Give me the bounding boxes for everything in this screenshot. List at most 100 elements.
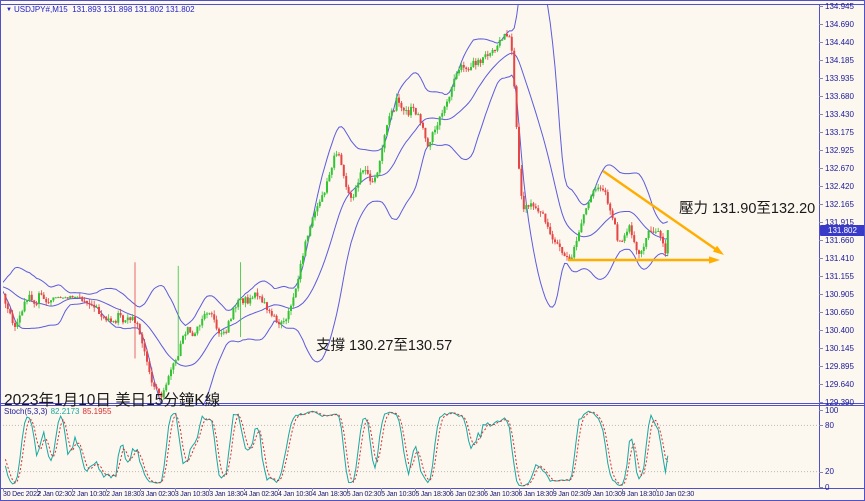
price-axis-label: 134.945 (825, 1, 854, 11)
stochastic-k-value: 82.2173 (50, 407, 80, 416)
time-axis-tick (174, 488, 176, 491)
price-axis-tick (819, 96, 823, 98)
price-axis-label: 132.165 (825, 199, 854, 209)
stochastic-name: Stoch(5,3,3) (4, 407, 48, 416)
time-axis-label: 10 Jan 02:30 (656, 491, 695, 498)
price-axis-label: 134.690 (825, 19, 854, 29)
stoch-axis-tick (819, 487, 823, 488)
price-axis-label: 131.410 (825, 253, 854, 263)
price-axis-label: 132.925 (825, 145, 854, 155)
price-axis-label: 130.145 (825, 343, 854, 353)
stoch-axis-label: 0 (825, 482, 830, 492)
price-axis-label: 133.430 (825, 109, 854, 119)
time-axis-tick (277, 488, 279, 491)
stoch-axis-label: 20 (825, 467, 834, 477)
time-axis-label: 4 Jan 18:30 (312, 491, 347, 498)
price-axis-tick (819, 186, 823, 187)
stoch-axis-tick (819, 425, 823, 427)
price-axis-tick (819, 330, 823, 331)
stoch-bottom-border (1, 488, 864, 489)
stochastic-canvas[interactable] (3, 406, 819, 488)
panel-separator-bottom (1, 405, 864, 406)
time-axis-label: 4 Jan 02:30 (243, 491, 279, 498)
price-axis-label: 130.400 (825, 325, 854, 335)
stoch-axis-label: 80 (825, 420, 834, 430)
price-axis-label: 134.440 (825, 37, 854, 47)
price-axis-label: 132.670 (825, 163, 854, 173)
time-axis-tick (3, 488, 4, 491)
time-axis-label: 4 Jan 10:30 (277, 491, 313, 498)
time-axis-label: 9 Jan 02:30 (552, 491, 588, 498)
time-axis-tick (415, 488, 417, 491)
time-axis-label: 3 Jan 10:30 (174, 491, 210, 498)
time-axis-label: 6 Jan 10:30 (484, 491, 519, 498)
panel-separator-top (1, 403, 864, 404)
price-axis-label: 131.155 (825, 271, 854, 281)
price-axis-label: 131.660 (825, 235, 854, 245)
price-axis-tick (819, 366, 823, 367)
date-caption: 2023年1月10日 美日15分鐘K線 (4, 392, 221, 409)
symbol-period-label: USDJPY#,M15 (13, 5, 68, 14)
time-axis-tick (656, 488, 658, 491)
time-axis-tick (518, 488, 520, 491)
price-axis-label: 129.895 (825, 361, 854, 371)
stoch-axis-tick (819, 410, 823, 411)
price-axis-tick (819, 348, 823, 350)
price-axis-label: 132.420 (825, 181, 854, 191)
price-axis-label: 133.175 (825, 127, 854, 137)
price-axis-tick (819, 276, 823, 278)
time-axis-tick (381, 488, 383, 491)
current-price-tag: 131.802 (820, 225, 864, 236)
time-axis-tick (106, 488, 108, 491)
price-axis-label: 129.640 (825, 379, 854, 389)
time-axis-label: 9 Jan 18:30 (621, 491, 657, 498)
price-axis-label: 134.185 (825, 55, 854, 65)
candlestick-canvas[interactable] (3, 5, 819, 403)
time-axis-label: 9 Jan 10:30 (587, 491, 622, 498)
time-axis-tick (243, 488, 245, 491)
price-axis-tick (819, 150, 823, 151)
time-axis-tick (71, 488, 73, 491)
price-axis-tick (819, 42, 823, 43)
time-axis-tick (209, 488, 211, 491)
price-axis-label: 131.915 (825, 217, 854, 227)
time-axis-label: 30 Dec 2022 (3, 491, 41, 498)
stoch-axis-label: 100 (825, 405, 839, 415)
time-axis-tick (552, 488, 554, 491)
time-axis-tick (346, 488, 348, 491)
symbol-dropdown-icon: ▼ (6, 7, 12, 13)
stochastic-label: Stoch(5,3,3) 82.2173 85.1955 (4, 407, 111, 416)
time-axis-label: 3 Jan 18:30 (209, 491, 244, 498)
chart-top-border (1, 4, 864, 5)
price-axis-tick (819, 204, 823, 206)
time-axis-label: 6 Jan 18:30 (518, 491, 554, 498)
price-axis-tick (819, 24, 823, 26)
time-axis-label: 3 Jan 02:30 (140, 491, 175, 498)
support-annotation: 支撐 130.27至130.57 (316, 338, 453, 354)
price-axis-tick (819, 132, 823, 134)
time-axis-tick (621, 488, 623, 491)
price-axis-tick (819, 240, 823, 242)
price-axis-tick (819, 78, 823, 79)
price-axis-tick (819, 294, 823, 295)
time-axis-tick (484, 488, 486, 491)
price-axis-tick (819, 60, 823, 62)
price-axis-tick (819, 168, 823, 170)
price-axis-tick (819, 402, 823, 404)
stoch-axis-tick (819, 471, 823, 473)
price-axis-tick (819, 384, 823, 386)
ohlc-quote-values: 131.893 131.898 131.802 131.802 (72, 5, 195, 14)
price-axis-tick (819, 258, 823, 259)
price-axis-label: 129.390 (825, 397, 854, 407)
price-axis-label: 130.650 (825, 307, 854, 317)
time-axis-tick (449, 488, 451, 491)
price-axis-tick (819, 6, 823, 7)
time-axis-label: 5 Jan 10:30 (381, 491, 416, 498)
price-axis-label: 133.935 (825, 73, 854, 83)
price-axis-label: 130.905 (825, 289, 854, 299)
time-axis-label: 2 Jan 18:30 (106, 491, 141, 498)
time-axis-tick (312, 488, 314, 491)
time-axis-label: 6 Jan 02:30 (449, 491, 485, 498)
price-axis-label: 133.680 (825, 91, 854, 101)
